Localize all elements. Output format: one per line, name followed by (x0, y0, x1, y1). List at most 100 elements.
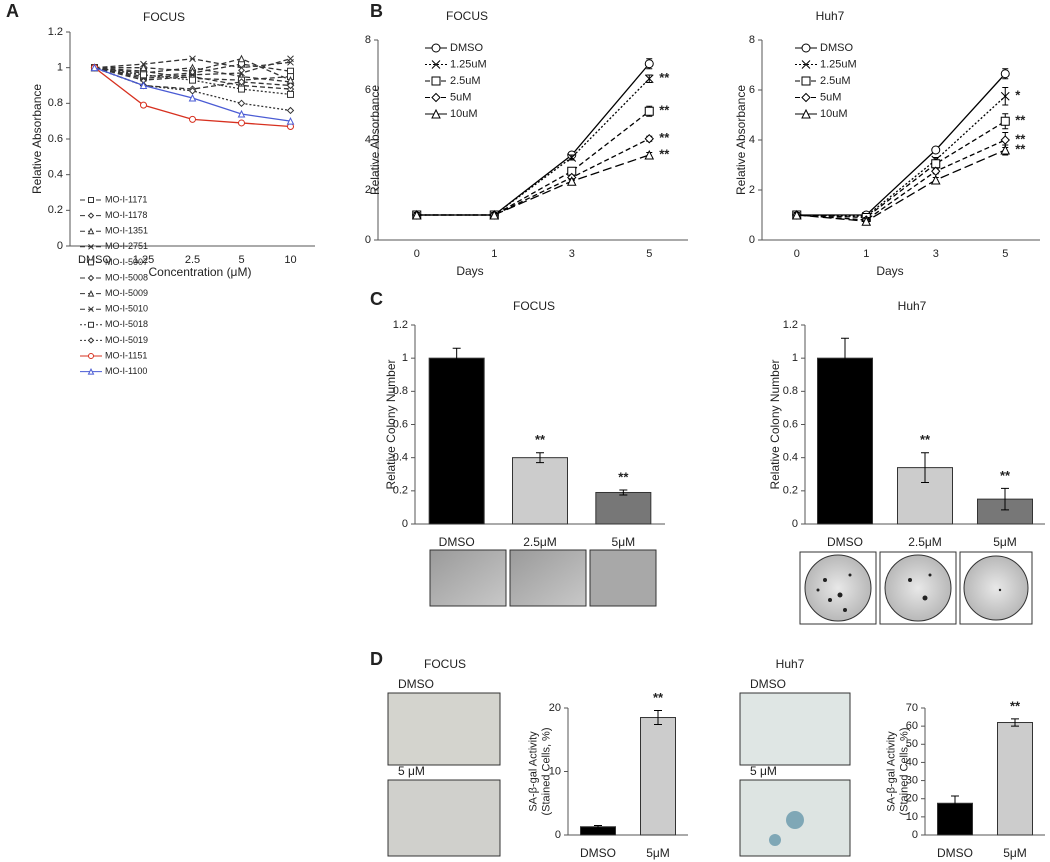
bar (817, 357, 873, 525)
y-axis-label: Relative Colony Number (768, 359, 782, 489)
significance: * (1015, 88, 1021, 103)
marker (87, 367, 95, 375)
marker (801, 43, 811, 53)
bar (595, 491, 652, 525)
marker (567, 153, 577, 162)
y-tick-label: 30 (906, 774, 918, 786)
marker (644, 59, 654, 69)
series-line (416, 63, 650, 216)
marker (88, 353, 94, 359)
y-tick-label: 50 (906, 738, 918, 750)
significance: ** (659, 146, 670, 161)
y-tick-label: 6 (365, 84, 371, 96)
significance: ** (659, 70, 670, 85)
error-bar (594, 824, 602, 829)
x-tick-label: DMSO (580, 846, 616, 860)
x-tick-label: DMSO (937, 846, 973, 860)
y-tick-label: 1 (792, 352, 798, 364)
marker (88, 259, 94, 266)
marker (431, 43, 441, 53)
bar (640, 717, 676, 836)
series-line (94, 67, 291, 96)
legend-label: MO-I-2751 (105, 241, 148, 251)
legend-label: 5uM (820, 91, 841, 103)
legend-label: MO-I-1151 (105, 350, 147, 360)
x-tick-label: 5μM (1003, 846, 1027, 860)
series-line (796, 139, 1006, 221)
x-tick-label: 1.25 (133, 254, 154, 266)
x-tick-label: 5μM (646, 846, 670, 860)
y-tick-label: 0.6 (48, 133, 63, 145)
x-tick-label: 5μM (993, 535, 1017, 549)
legend-label: DMSO (820, 42, 853, 54)
marker (189, 76, 196, 84)
significance: ** (1015, 131, 1026, 146)
y-tick-label: 0.2 (48, 204, 63, 216)
y-tick-label: 2 (365, 184, 371, 196)
y-tick-label: 70 (906, 702, 918, 714)
y-tick-label: 0 (555, 829, 561, 841)
legend-label: DMSO (450, 42, 483, 54)
y-tick-label: 8 (749, 34, 755, 46)
marker (930, 174, 941, 185)
marker (566, 176, 577, 186)
marker (431, 76, 441, 86)
marker (188, 87, 197, 95)
marker (286, 76, 295, 84)
marker (287, 55, 294, 63)
y-axis-label: Relative Absorbance (368, 85, 382, 195)
y-tick-label: 1.2 (48, 26, 63, 38)
marker (1000, 135, 1010, 145)
significance: ** (535, 432, 546, 447)
y-tick-label: 10 (549, 765, 561, 777)
y-axis-label: (Stained Cells, %) (898, 727, 910, 815)
error-bar (452, 347, 461, 369)
y-tick-label: 0.4 (48, 169, 63, 181)
marker (931, 145, 941, 155)
marker (88, 321, 94, 328)
chart-title: FOCUS (446, 9, 488, 23)
y-tick-label: 0.6 (783, 418, 798, 430)
stain-spots (769, 811, 804, 846)
significance: ** (1000, 468, 1011, 483)
y-tick-label: 0.6 (393, 418, 408, 430)
y-axis-label: (Stained Cells, %) (540, 727, 552, 815)
marker (237, 99, 246, 108)
y-tick-label: 0.8 (48, 97, 63, 109)
y-tick-label: 1.2 (783, 319, 798, 331)
series-line (796, 120, 1006, 219)
error-bar (1011, 718, 1019, 727)
x-tick-label: 0 (414, 248, 420, 260)
marker (238, 119, 245, 127)
x-tick-label: 3 (933, 248, 939, 260)
marker (644, 74, 654, 84)
y-tick-label: 0 (365, 234, 371, 246)
y-tick-label: 1.2 (393, 319, 408, 331)
y-tick-label: 1 (57, 62, 63, 74)
marker (1000, 116, 1010, 126)
marker (286, 106, 295, 115)
x-tick-label: 2.5μM (523, 535, 557, 549)
marker (87, 212, 95, 219)
image-label: DMSO (398, 677, 434, 691)
x-tick-label: DMSO (827, 535, 863, 549)
panel-letter: C (370, 289, 383, 309)
marker (286, 117, 295, 125)
colony-spots (816, 573, 1002, 612)
chart-title: Huh7 (816, 9, 845, 23)
y-tick-label: 0.8 (783, 385, 798, 397)
marker (861, 216, 872, 226)
series-line (796, 149, 1006, 222)
series-line (416, 110, 650, 216)
y-axis-label: Relative Colony Number (384, 359, 398, 489)
error-bar (619, 489, 628, 496)
marker (644, 134, 654, 144)
y-tick-label: 0.2 (393, 485, 408, 497)
image-label: 5 μM (750, 764, 777, 778)
significance: ** (1010, 698, 1021, 713)
y-tick-label: 0.4 (783, 452, 798, 464)
y-axis-label: SA-β-gal Activity (527, 731, 539, 812)
series-line (416, 138, 650, 216)
marker (87, 274, 95, 282)
marker (140, 101, 147, 109)
